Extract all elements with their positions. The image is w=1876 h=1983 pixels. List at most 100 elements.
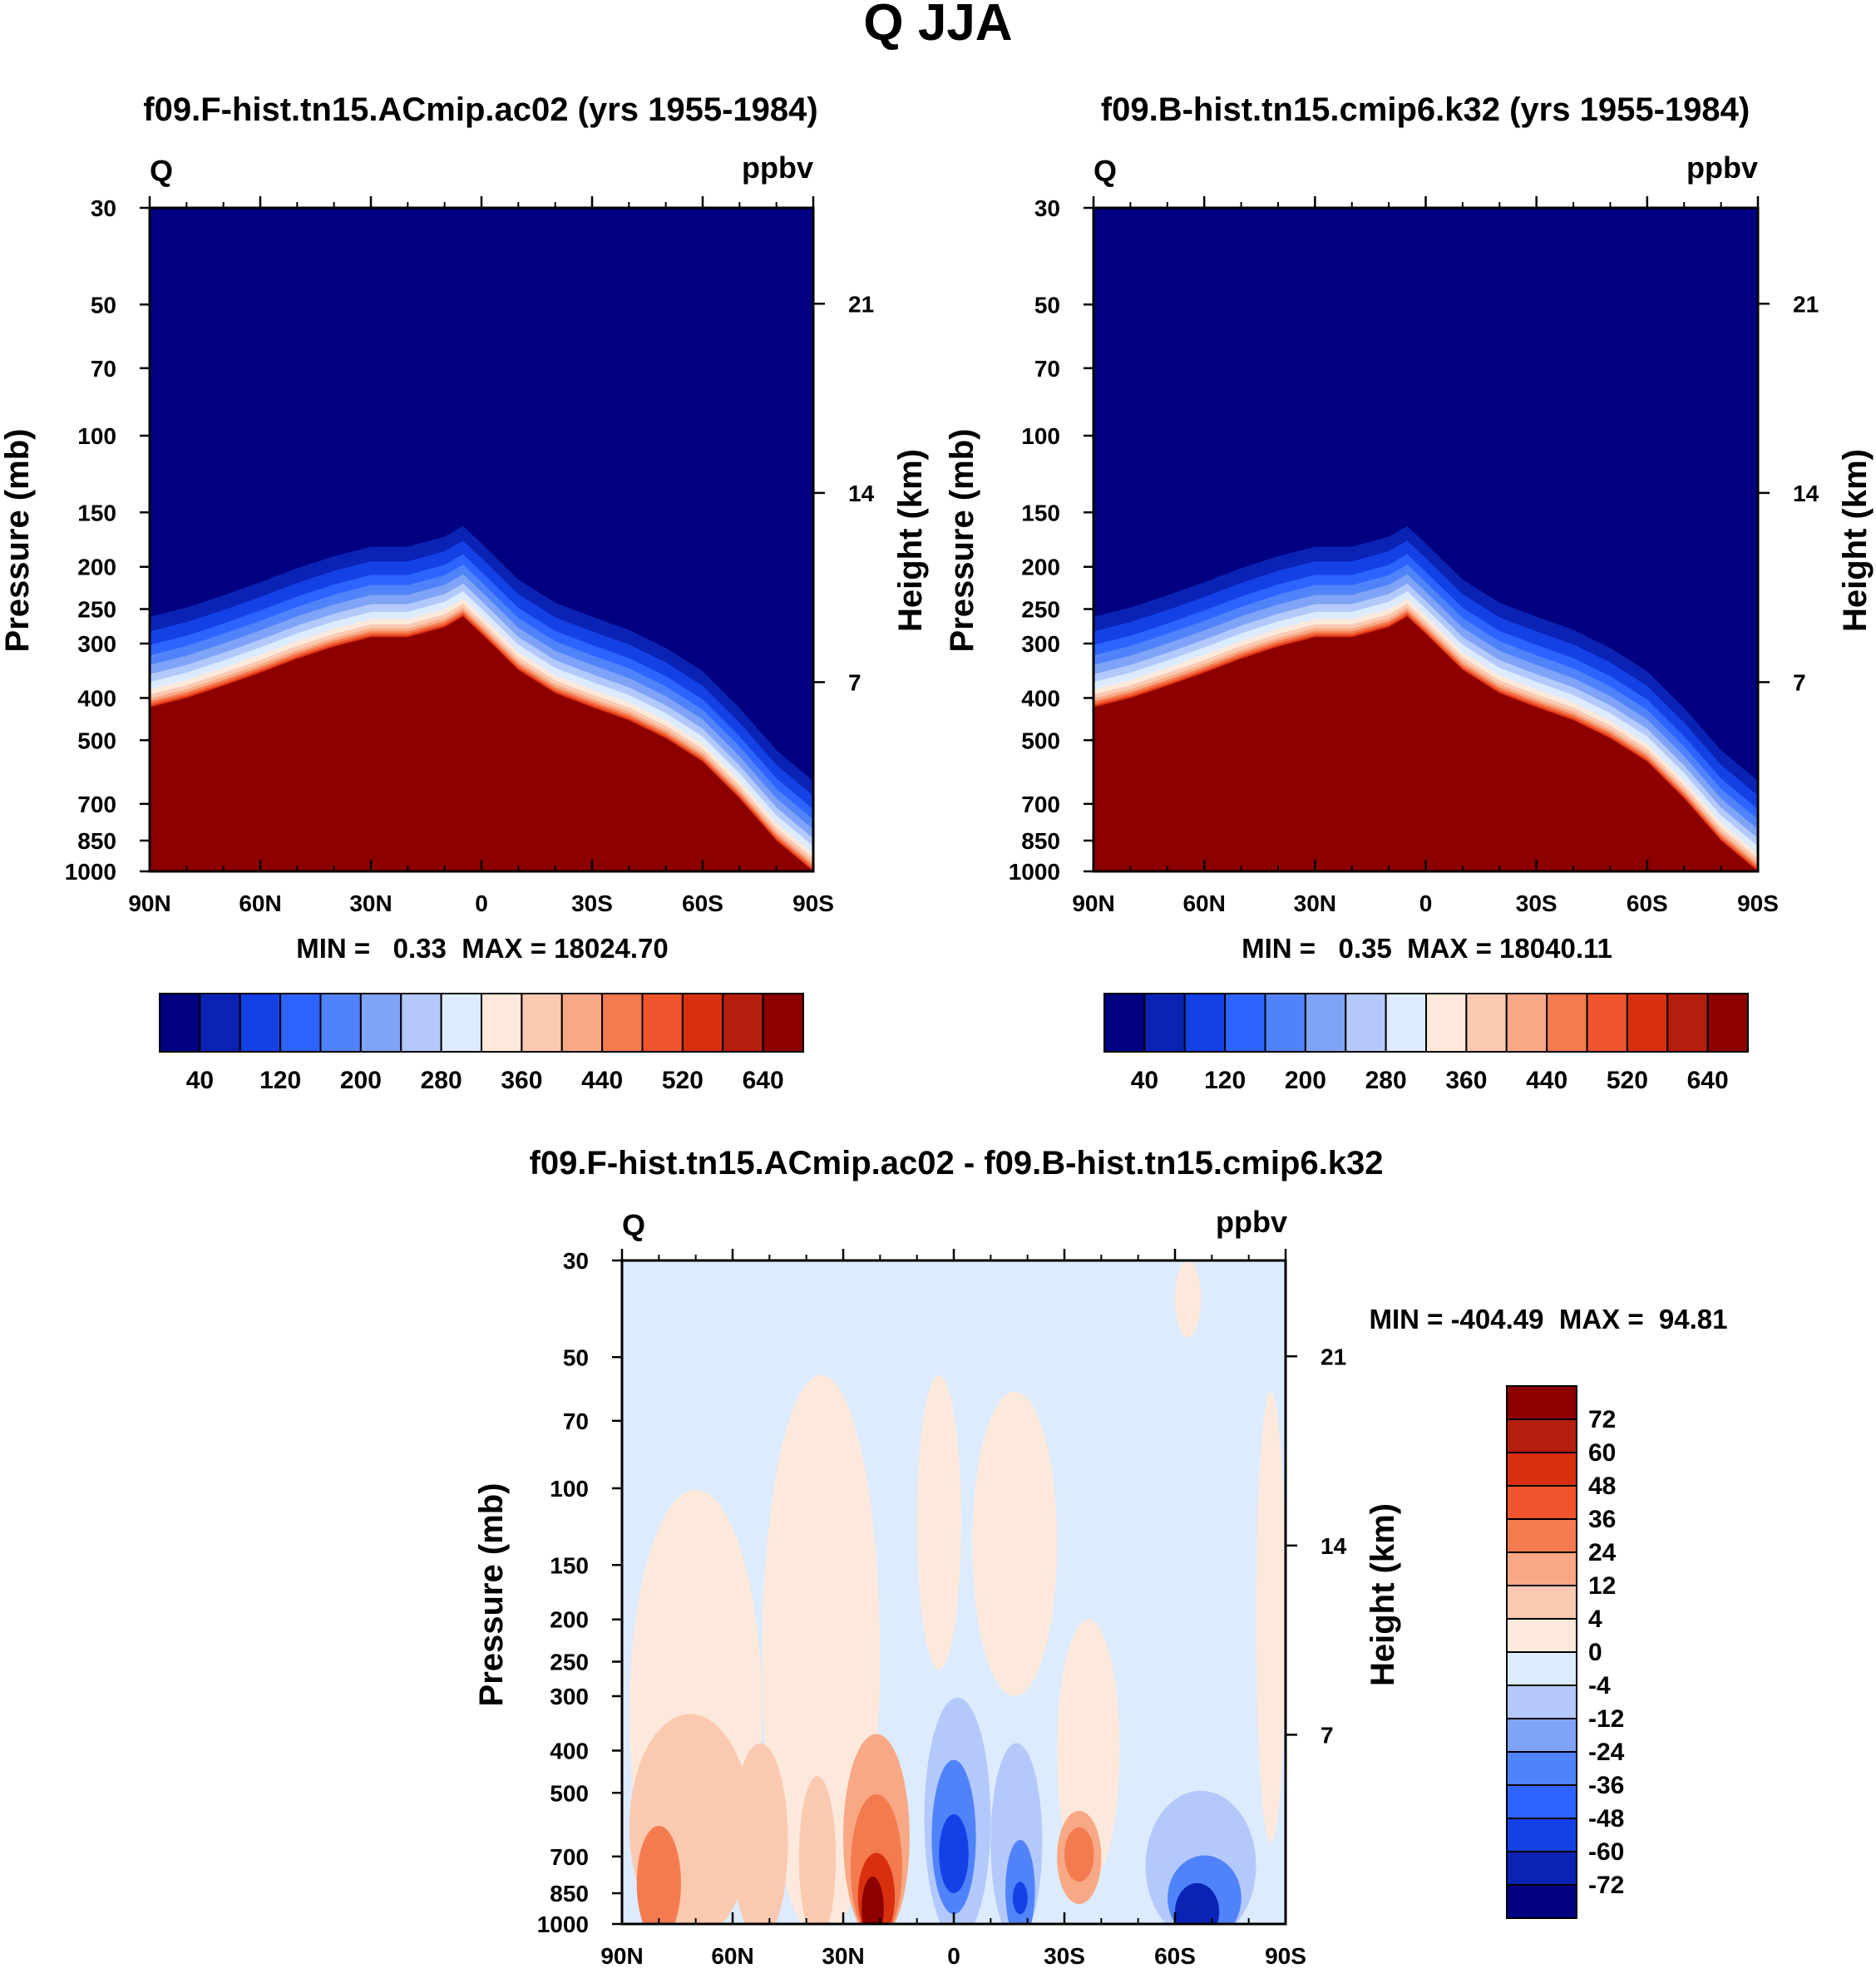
x-tick-label: 0: [1419, 890, 1433, 916]
colorbar-box: [1465, 993, 1508, 1053]
y-tick-label: 150: [550, 1552, 589, 1578]
colorbar-label: 60: [1588, 1439, 1616, 1467]
panel-3-ylabel: Pressure (mb): [473, 1483, 510, 1707]
difference-contour-region: [861, 1877, 884, 1924]
colorbar-box: [1506, 1651, 1577, 1686]
colorbar-label: 4: [1588, 1606, 1602, 1633]
panel-2-right-label: ppbv: [1686, 150, 1758, 185]
y-tick-label: 50: [563, 1344, 589, 1370]
panel-1-colorbar: 40 120 200 280 360 440 520 640: [159, 993, 804, 1094]
colorbar-label: -24: [1588, 1739, 1625, 1766]
y-tick-label: 30: [91, 195, 116, 221]
panel-3-colorbar: 72 60 48 36 24 12 4 0 -4 -12 -24 -36 -48 -60 -72: [1506, 1385, 1625, 1919]
panel-2-ylabel-right: Height (km): [1837, 449, 1874, 632]
colorbar-box: [1506, 1585, 1577, 1620]
difference-contour-region: [733, 1743, 788, 1924]
panel-3-axes: 90N 60N 30N 0 30S 60S 90S 30 50 70 100 150 200 250 300…: [537, 1248, 1347, 1969]
colorbar-box: [159, 993, 201, 1053]
colorbar-box: [1506, 1818, 1577, 1852]
x-tick-label: 90S: [1737, 890, 1779, 916]
y-tick-label: 700: [77, 792, 116, 817]
colorbar-label: -48: [1588, 1805, 1624, 1833]
y-tick-label: 850: [550, 1881, 589, 1907]
colorbar-box: [1666, 993, 1709, 1053]
y-right-tick-label: 7: [848, 669, 861, 695]
colorbar-label: 440: [1526, 1067, 1567, 1094]
y-tick-label: 300: [550, 1684, 589, 1709]
colorbar-label: 200: [1285, 1067, 1326, 1094]
x-tick-label: 60S: [1627, 890, 1668, 916]
colorbar-label: 440: [581, 1067, 623, 1094]
y-tick-label: 250: [550, 1650, 589, 1675]
colorbar-box: [319, 993, 362, 1053]
colorbar-label: -60: [1588, 1838, 1624, 1866]
colorbar-box: [279, 993, 322, 1053]
y-tick-label: 200: [1021, 555, 1060, 580]
panel-3-plot: [622, 1260, 1286, 1924]
y-tick-label: 500: [77, 728, 116, 753]
x-tick-label: 0: [475, 890, 488, 916]
panel-3-left-label: Q: [622, 1208, 645, 1242]
y-tick-label: 1000: [537, 1911, 589, 1937]
y-tick-label: 200: [550, 1607, 589, 1633]
difference-contour-region: [1012, 1882, 1028, 1915]
panel-1-plot: [150, 208, 813, 871]
colorbar-box: [1586, 993, 1628, 1053]
y-tick-label: 700: [1021, 792, 1060, 817]
colorbar-label: 640: [1687, 1067, 1729, 1094]
y-tick-label: 30: [1034, 195, 1060, 221]
panel-1-axes: 90N 60N 30N 0 30S 60S 90S 30 50 70 100 150 200 250 300…: [65, 195, 875, 916]
y-tick-label: 200: [77, 555, 116, 580]
y-tick-label: 100: [1021, 423, 1060, 449]
colorbar-box: [1506, 1718, 1577, 1753]
colorbar-box: [1626, 993, 1669, 1053]
ozone-contour-band: [150, 616, 813, 871]
colorbar-box: [681, 993, 724, 1053]
x-tick-label: 90N: [128, 890, 170, 916]
x-tick-label: 30N: [822, 1943, 864, 1969]
colorbar-label: 360: [501, 1067, 542, 1094]
colorbar-box: [1506, 1452, 1577, 1487]
colorbar-box: [601, 993, 644, 1053]
y-tick-label: 400: [1021, 685, 1060, 711]
colorbar-box: [1183, 993, 1227, 1053]
ozone-contour-band: [1094, 616, 1758, 871]
y-tick-label: 250: [1021, 597, 1060, 623]
panel-2-left-label: Q: [1094, 154, 1117, 188]
y-tick-label: 250: [77, 597, 116, 623]
y-tick-label: 70: [1034, 356, 1060, 382]
colorbar-box: [1345, 993, 1387, 1053]
colorbar-box: [1506, 1851, 1577, 1886]
colorbar-label: 200: [340, 1067, 382, 1094]
y-tick-label: 300: [77, 631, 116, 657]
difference-contour-region: [1256, 1391, 1286, 1842]
colorbar-box: [199, 993, 241, 1053]
panel-2-title: f09.B-hist.tn15.cmip6.k32 (yrs 1955-1984…: [1101, 91, 1750, 128]
colorbar-box: [521, 993, 563, 1053]
colorbar-box: [239, 993, 282, 1053]
panel-2: f09.B-hist.tn15.cmip6.k32 (yrs 1955-1984…: [944, 91, 1874, 1094]
panel-2-plot: [1094, 208, 1758, 871]
colorbar-label: -36: [1588, 1772, 1624, 1799]
panel-3-ylabel-right: Height (km): [1365, 1503, 1401, 1686]
x-tick-label: 60N: [239, 890, 281, 916]
y-tick-label: 70: [91, 356, 116, 382]
colorbar-box: [1506, 1551, 1577, 1586]
colorbar-box: [1143, 993, 1186, 1053]
y-tick-label: 50: [91, 292, 116, 318]
colorbar-box: [440, 993, 482, 1053]
colorbar-label: 640: [743, 1067, 784, 1094]
colorbar-label: 40: [1131, 1067, 1158, 1094]
y-tick-label: 850: [1021, 828, 1060, 854]
colorbar-box: [400, 993, 442, 1053]
y-tick-label: 400: [77, 685, 116, 711]
colorbar-label: 12: [1588, 1572, 1616, 1600]
y-right-tick-label: 7: [1793, 669, 1806, 695]
x-tick-label: 30S: [1044, 1943, 1085, 1969]
difference-contour-region: [916, 1374, 961, 1670]
panel-2-stats: MIN = 0.35 MAX = 18040.11: [1242, 933, 1612, 964]
colorbar-label: 520: [1607, 1067, 1648, 1094]
y-right-tick-label: 21: [1321, 1344, 1346, 1369]
colorbar-label: 24: [1588, 1539, 1617, 1566]
